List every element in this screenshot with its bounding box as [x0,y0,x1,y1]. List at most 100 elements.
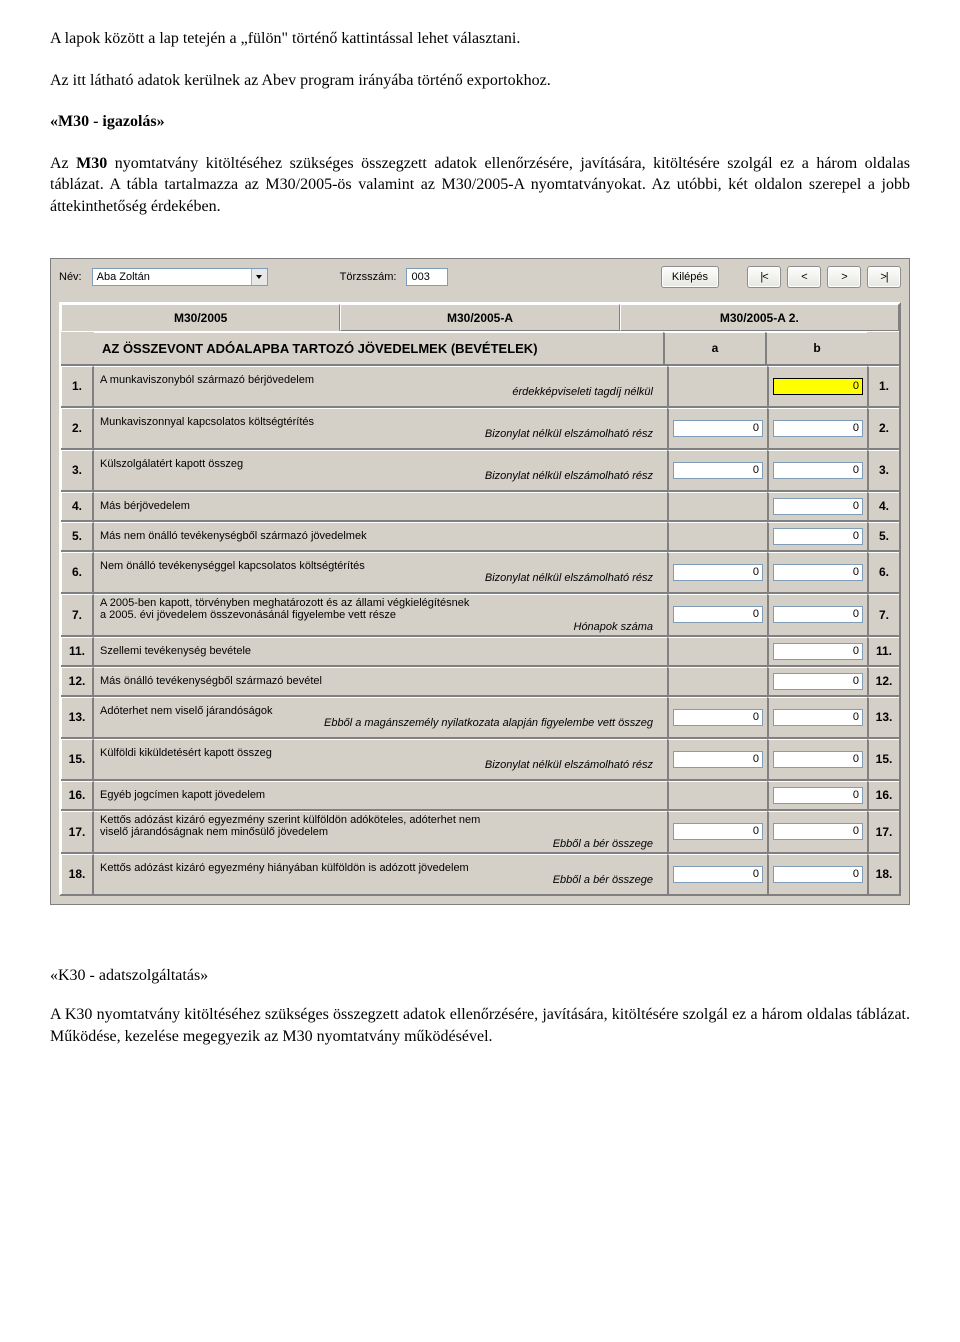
row-description: Szellemi tevékenység bevétele [94,637,667,665]
col-a-cell: 0 [667,697,767,737]
col-a-cell: 0 [667,408,767,448]
col-b-input[interactable]: 0 [773,823,863,840]
tab-m30-2005-a[interactable]: M30/2005-A [340,304,619,331]
table-row: 17.Kettős adózást kizáró egyezmény szeri… [61,809,899,852]
col-b-input[interactable]: 0 [773,606,863,623]
exit-button[interactable]: Kilépés [661,266,719,288]
col-b-input[interactable]: 0 [773,673,863,690]
col-b-input[interactable]: 0 [773,643,863,660]
row-description: Munkaviszonnyal kapcsolatos költségtérít… [94,408,667,448]
col-b-cell: 0 [767,594,867,635]
col-b-input[interactable]: 0 [773,378,863,395]
tab-m30-2005-a-2[interactable]: M30/2005-A 2. [620,304,899,331]
row-number-right: 16. [867,781,899,809]
col-a-cell [667,522,767,550]
row-description: Kettős adózást kizáró egyezmény szerint … [94,811,667,852]
table-row: 5.Más nem önálló tevékenységből származó… [61,520,899,550]
col-a-input[interactable]: 0 [673,606,763,623]
nav-last-button[interactable]: >| [867,266,901,288]
row-description: A munkaviszonyból származó bérjövedelemé… [94,366,667,406]
col-a-input[interactable]: 0 [673,751,763,768]
col-b-cell: 0 [767,408,867,448]
col-b-cell: 0 [767,552,867,592]
table-row: 6.Nem önálló tevékenységgel kapcsolatos … [61,550,899,592]
col-a-input[interactable]: 0 [673,564,763,581]
col-b-cell: 0 [767,450,867,490]
torzsszam-input[interactable]: 003 [406,268,448,286]
col-a-cell [667,366,767,406]
table-row: 16.Egyéb jogcímen kapott jövedelem016. [61,779,899,809]
table-row: 11.Szellemi tevékenység bevétele011. [61,635,899,665]
row-number-right: 6. [867,552,899,592]
col-a-cell [667,667,767,695]
col-a-input[interactable]: 0 [673,866,763,883]
col-b-input[interactable]: 0 [773,528,863,545]
col-b-input[interactable]: 0 [773,498,863,515]
col-b-input[interactable]: 0 [773,787,863,804]
row-number-left: 12. [61,667,94,695]
col-a-cell: 0 [667,854,767,894]
col-a-cell: 0 [667,811,767,852]
table-row: 2.Munkaviszonnyal kapcsolatos költségtér… [61,406,899,448]
row-number-right: 1. [867,366,899,406]
row-description: Külszolgálatért kapott összegBizonylat n… [94,450,667,490]
col-b-input[interactable]: 0 [773,462,863,479]
row-number-left: 7. [61,594,94,635]
col-a-input[interactable]: 0 [673,420,763,437]
col-b-input[interactable]: 0 [773,420,863,437]
row-number-left: 18. [61,854,94,894]
col-b-cell: 0 [767,667,867,695]
row-description: Adóterhet nem viselő járandóságokEbből a… [94,697,667,737]
table-row: 13.Adóterhet nem viselő járandóságokEbbő… [61,695,899,737]
col-a-cell [667,637,767,665]
torzsszam-label: Törzsszám: [340,271,397,283]
form-panel: Név: Aba Zoltán Törzsszám: 003 Kilépés |… [50,258,910,905]
col-a-input[interactable]: 0 [673,709,763,726]
sheet-body: AZ ÖSSZEVONT ADÓALAPBA TARTOZÓ JÖVEDELME… [61,331,899,894]
col-b-cell: 0 [767,366,867,406]
row-number-left: 17. [61,811,94,852]
row-number-left: 13. [61,697,94,737]
col-a-input[interactable]: 0 [673,462,763,479]
row-number-left: 5. [61,522,94,550]
paragraph-1: A lapok között a lap tetején a „fülön" t… [50,28,910,50]
row-number-left: 2. [61,408,94,448]
row-number-left: 4. [61,492,94,520]
col-b-input[interactable]: 0 [773,564,863,581]
col-b-input[interactable]: 0 [773,709,863,726]
table-row: 1.A munkaviszonyból származó bérjövedele… [61,364,899,406]
sheet-header-row: AZ ÖSSZEVONT ADÓALAPBA TARTOZÓ JÖVEDELME… [61,331,899,364]
doc-text-top: A lapok között a lap tetején a „fülön" t… [0,0,960,248]
nav-first-button[interactable]: |< [747,266,781,288]
name-combo-value: Aba Zoltán [93,269,251,285]
col-b-header: b [765,332,867,364]
tab-m30-2005[interactable]: M30/2005 [61,304,340,331]
row-number-right: 13. [867,697,899,737]
paragraph-2: Az itt látható adatok kerülnek az Abev p… [50,70,910,92]
row-description: Más önálló tevékenységből származó bevét… [94,667,667,695]
heading-m30: «M30 - igazolás» [50,111,910,133]
col-b-input[interactable]: 0 [773,866,863,883]
row-number-left: 11. [61,637,94,665]
col-a-cell [667,781,767,809]
doc-text-bottom: «K30 - adatszolgáltatás» A K30 nyomtatvá… [0,945,960,1116]
row-description: Külföldi kiküldetésért kapott összegBizo… [94,739,667,779]
col-a-header: a [663,332,765,364]
chevron-down-icon[interactable] [251,269,267,285]
nav-prev-button[interactable]: < [787,266,821,288]
name-combo[interactable]: Aba Zoltán [92,268,268,286]
table-row: 18.Kettős adózást kizáró egyezmény hiány… [61,852,899,894]
col-b-input[interactable]: 0 [773,751,863,768]
row-number-right: 12. [867,667,899,695]
col-b-cell: 0 [767,739,867,779]
row-number-left: 1. [61,366,94,406]
row-number-right: 5. [867,522,899,550]
row-number-left: 3. [61,450,94,490]
row-number-left: 15. [61,739,94,779]
col-a-input[interactable]: 0 [673,823,763,840]
col-b-cell: 0 [767,811,867,852]
nav-next-button[interactable]: > [827,266,861,288]
row-number-left: 16. [61,781,94,809]
paragraph-4: A K30 nyomtatvány kitöltéséhez szükséges… [50,1004,910,1047]
row-number-left: 6. [61,552,94,592]
